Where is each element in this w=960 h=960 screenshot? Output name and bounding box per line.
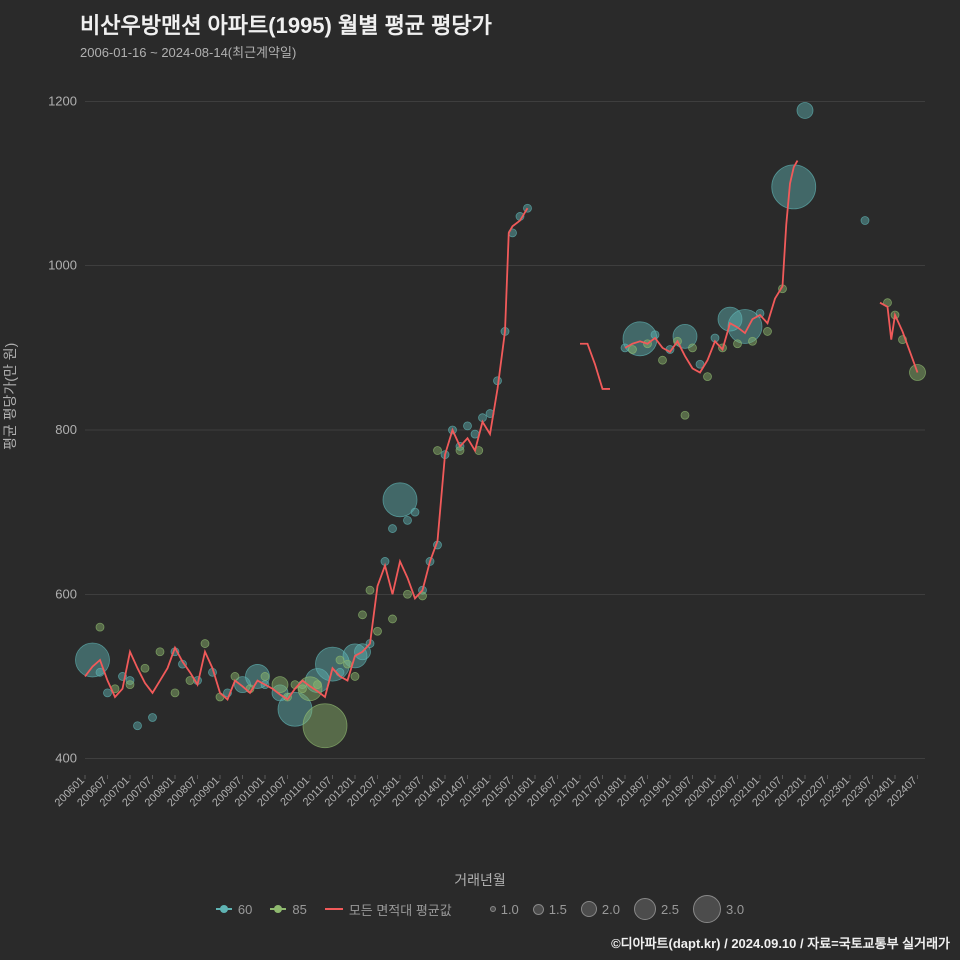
legend-size-dot-icon: [490, 906, 496, 912]
legend-size-dot-icon: [634, 898, 656, 920]
svg-text:800: 800: [55, 422, 77, 437]
plot-area: 4006008001000120020060120060720070120070…: [65, 75, 935, 815]
legend-size-item: 3.0: [693, 895, 744, 923]
legend-size-dot-icon: [533, 904, 544, 915]
svg-text:1200: 1200: [48, 93, 77, 108]
legend-size-label: 2.0: [602, 902, 620, 917]
x-axis-label: 거래년월: [0, 870, 960, 890]
legend-size-item: 2.0: [581, 901, 620, 917]
legend-size-dot-icon: [581, 901, 597, 917]
credit-text: ©디아파트(dapt.kr) / 2024.09.10 / 자료=국토교통부 실…: [611, 933, 950, 952]
title-block: 비산우방맨션 아파트(1995) 월별 평균 평당가 2006-01-16 ~ …: [80, 8, 492, 61]
y-axis-label: 평균 평당가(만 원): [0, 343, 20, 450]
legend-item-85: 85: [270, 902, 306, 917]
chart-container: 비산우방맨션 아파트(1995) 월별 평균 평당가 2006-01-16 ~ …: [0, 0, 960, 960]
svg-text:400: 400: [55, 751, 77, 766]
legend: 60 85 모든 면적대 평균값 1.0 1.5 2.0 2.5 3.0: [0, 895, 960, 923]
legend-marker-85-icon: [270, 908, 286, 910]
chart-subtitle: 2006-01-16 ~ 2024-08-14(최근계약일): [80, 42, 492, 61]
legend-size-item: 2.5: [634, 898, 679, 920]
legend-size-item: 1.0: [490, 902, 519, 917]
legend-size-label: 3.0: [726, 902, 744, 917]
svg-text:1000: 1000: [48, 258, 77, 273]
legend-item-60: 60: [216, 902, 252, 917]
legend-label-avg: 모든 면적대 평균값: [349, 900, 452, 919]
legend-marker-60-icon: [216, 908, 232, 910]
legend-label-85: 85: [292, 902, 306, 917]
legend-size-label: 1.0: [501, 902, 519, 917]
legend-size-label: 1.5: [549, 902, 567, 917]
legend-size-dot-icon: [693, 895, 721, 923]
legend-size-item: 1.5: [533, 902, 567, 917]
legend-label-60: 60: [238, 902, 252, 917]
legend-size-label: 2.5: [661, 902, 679, 917]
legend-marker-line-icon: [325, 908, 343, 910]
legend-size-group: 1.0 1.5 2.0 2.5 3.0: [490, 895, 744, 923]
legend-item-avg: 모든 면적대 평균값: [325, 900, 452, 919]
svg-text:600: 600: [55, 586, 77, 601]
chart-title: 비산우방맨션 아파트(1995) 월별 평균 평당가: [80, 8, 492, 40]
plot-svg: 4006008001000120020060120060720070120070…: [65, 75, 935, 815]
